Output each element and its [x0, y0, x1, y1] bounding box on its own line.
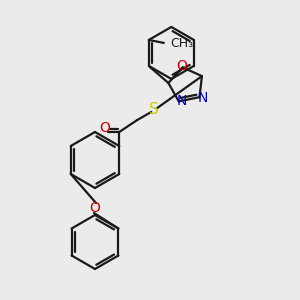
Text: S: S	[149, 103, 159, 118]
Text: CH₃: CH₃	[170, 38, 193, 50]
Text: O: O	[176, 59, 187, 74]
Text: O: O	[90, 201, 101, 215]
Text: N: N	[177, 94, 187, 108]
Text: N: N	[197, 91, 208, 105]
Text: O: O	[99, 121, 110, 135]
